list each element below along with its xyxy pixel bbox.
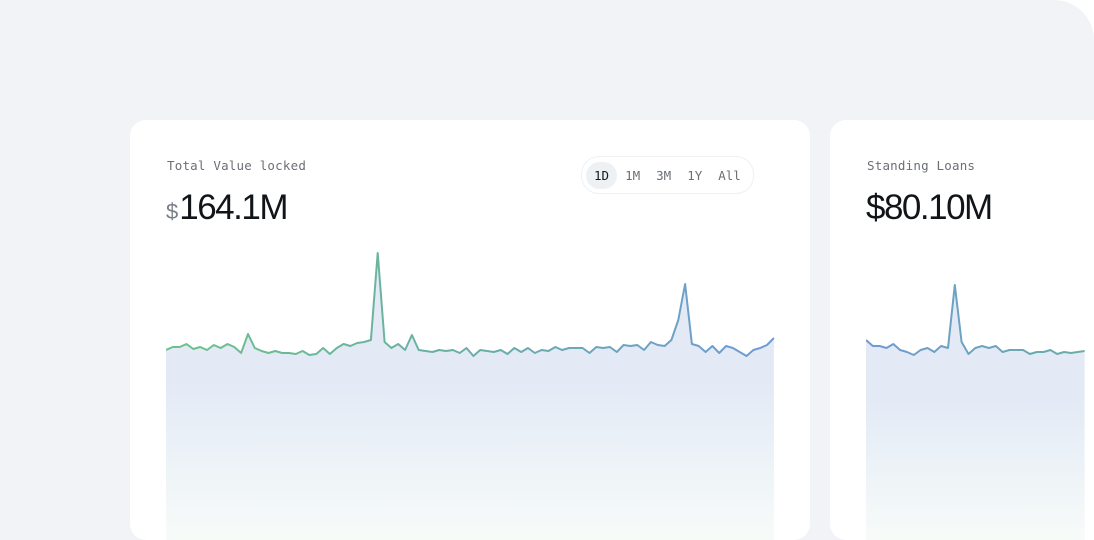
chart-series-line — [866, 284, 1085, 356]
range-all-button[interactable]: All — [718, 167, 741, 183]
range-1m-button[interactable]: 1M — [625, 167, 641, 183]
loans-chart — [866, 284, 1085, 540]
tvl-chart — [166, 252, 775, 540]
currency-symbol: $ — [166, 199, 179, 224]
tvl-value: $164.1M — [166, 188, 288, 228]
range-1y-button[interactable]: 1Y — [687, 167, 703, 183]
loans-value: $80.10M — [866, 188, 993, 227]
chart-area-fill — [866, 285, 1085, 540]
chart-area-fill — [166, 253, 774, 540]
chart-series-line — [166, 252, 775, 357]
loans-label: Standing Loans — [867, 158, 976, 173]
tvl-amount: 164.1M — [179, 188, 288, 227]
range-1d-button[interactable]: 1D — [586, 161, 618, 189]
tvl-label: Total Value locked — [167, 158, 307, 173]
tvl-card: Total Value locked $164.1M 1D 1M 3M 1Y A… — [130, 120, 810, 540]
range-3m-button[interactable]: 3M — [656, 167, 672, 183]
standing-loans-card: Standing Loans $80.10M — [830, 120, 1094, 540]
time-range-selector: 1D 1M 3M 1Y All — [581, 156, 754, 194]
